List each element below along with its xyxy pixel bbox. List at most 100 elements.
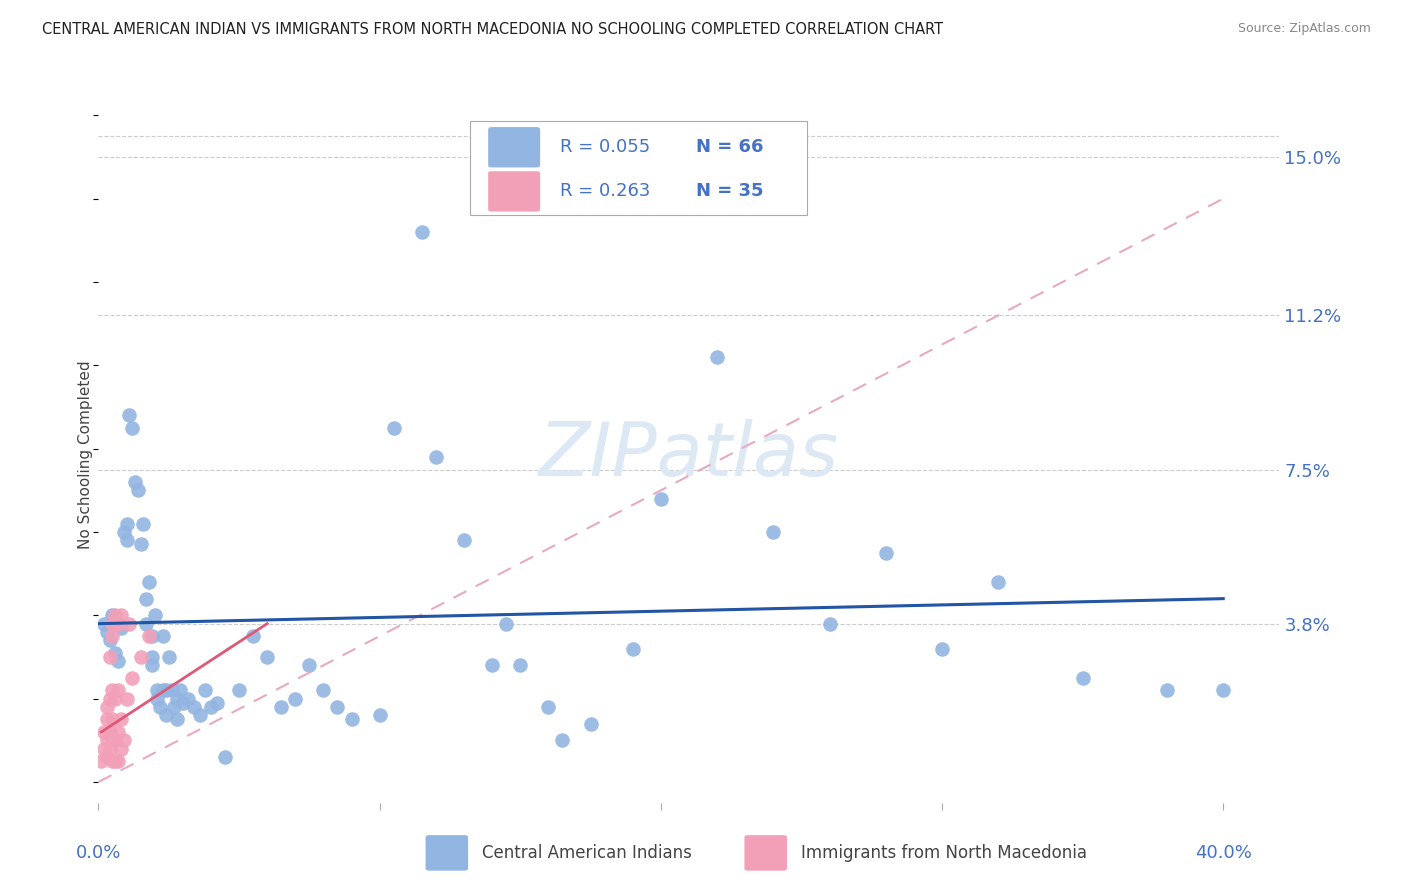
FancyBboxPatch shape xyxy=(426,835,468,871)
Point xyxy=(481,658,503,673)
Point xyxy=(152,683,174,698)
Point xyxy=(96,625,118,640)
Point xyxy=(118,409,141,423)
Point xyxy=(762,524,785,539)
Point xyxy=(228,683,250,698)
Point xyxy=(90,754,112,768)
Point xyxy=(115,533,138,548)
Point xyxy=(101,733,124,747)
Text: R = 0.263: R = 0.263 xyxy=(560,182,651,201)
Text: ZIPatlas: ZIPatlas xyxy=(538,419,839,491)
Point xyxy=(214,750,236,764)
Point xyxy=(1071,671,1094,685)
Point xyxy=(101,713,124,727)
Point xyxy=(177,691,200,706)
Text: 40.0%: 40.0% xyxy=(1195,845,1251,863)
Point xyxy=(509,658,531,673)
Text: Central American Indians: Central American Indians xyxy=(482,844,692,862)
Point xyxy=(1212,683,1234,698)
Point xyxy=(155,708,177,723)
Point xyxy=(93,725,115,739)
Point xyxy=(425,450,447,464)
Point xyxy=(200,700,222,714)
Point xyxy=(579,716,602,731)
Point xyxy=(1156,683,1178,698)
Point xyxy=(818,616,841,631)
Point xyxy=(411,225,433,239)
Point xyxy=(96,733,118,747)
Point xyxy=(621,641,644,656)
Point xyxy=(110,713,132,727)
Point xyxy=(107,654,129,668)
Point xyxy=(284,691,307,706)
Text: Immigrants from North Macedonia: Immigrants from North Macedonia xyxy=(801,844,1087,862)
Point xyxy=(101,616,124,631)
Point xyxy=(96,700,118,714)
Point xyxy=(270,700,292,714)
Point xyxy=(121,671,143,685)
Point xyxy=(149,700,172,714)
Point xyxy=(104,608,127,623)
Point xyxy=(129,537,152,551)
Point xyxy=(96,750,118,764)
Point xyxy=(166,713,188,727)
Point xyxy=(96,713,118,727)
Point xyxy=(256,650,278,665)
Point xyxy=(104,691,127,706)
Point xyxy=(110,608,132,623)
Point xyxy=(135,616,157,631)
Point xyxy=(104,616,127,631)
Point xyxy=(129,650,152,665)
Point xyxy=(169,683,191,698)
Point xyxy=(98,633,121,648)
Point xyxy=(98,650,121,665)
Point xyxy=(326,700,349,714)
Point xyxy=(188,708,211,723)
Point xyxy=(143,608,166,623)
Point xyxy=(152,629,174,643)
Point xyxy=(101,608,124,623)
Point xyxy=(160,683,183,698)
Point xyxy=(124,475,146,489)
Point xyxy=(107,683,129,698)
Point xyxy=(98,741,121,756)
Point xyxy=(495,616,517,631)
Point xyxy=(312,683,335,698)
Point xyxy=(298,658,321,673)
Point xyxy=(172,696,194,710)
FancyBboxPatch shape xyxy=(488,171,540,211)
Point xyxy=(107,754,129,768)
Point xyxy=(110,741,132,756)
Point xyxy=(104,754,127,768)
Point xyxy=(183,700,205,714)
Point xyxy=(157,650,180,665)
Point xyxy=(987,574,1010,589)
Point xyxy=(115,691,138,706)
Text: N = 35: N = 35 xyxy=(696,182,763,201)
Point xyxy=(931,641,953,656)
Y-axis label: No Schooling Completed: No Schooling Completed xyxy=(77,360,93,549)
Text: Source: ZipAtlas.com: Source: ZipAtlas.com xyxy=(1237,22,1371,36)
Point xyxy=(138,574,160,589)
Point xyxy=(194,683,217,698)
Point xyxy=(112,524,135,539)
Point xyxy=(551,733,574,747)
Point xyxy=(166,691,188,706)
Point xyxy=(146,683,169,698)
Point xyxy=(110,621,132,635)
Point xyxy=(453,533,475,548)
Point xyxy=(242,629,264,643)
Point xyxy=(141,629,163,643)
Point xyxy=(101,754,124,768)
Text: CENTRAL AMERICAN INDIAN VS IMMIGRANTS FROM NORTH MACEDONIA NO SCHOOLING COMPLETE: CENTRAL AMERICAN INDIAN VS IMMIGRANTS FR… xyxy=(42,22,943,37)
Text: 0.0%: 0.0% xyxy=(76,845,121,863)
Point xyxy=(98,691,121,706)
Point xyxy=(382,421,405,435)
Point xyxy=(115,516,138,531)
Point xyxy=(138,629,160,643)
Point xyxy=(98,725,121,739)
Point xyxy=(118,616,141,631)
Point xyxy=(875,546,897,560)
Point xyxy=(101,629,124,643)
Point xyxy=(368,708,391,723)
